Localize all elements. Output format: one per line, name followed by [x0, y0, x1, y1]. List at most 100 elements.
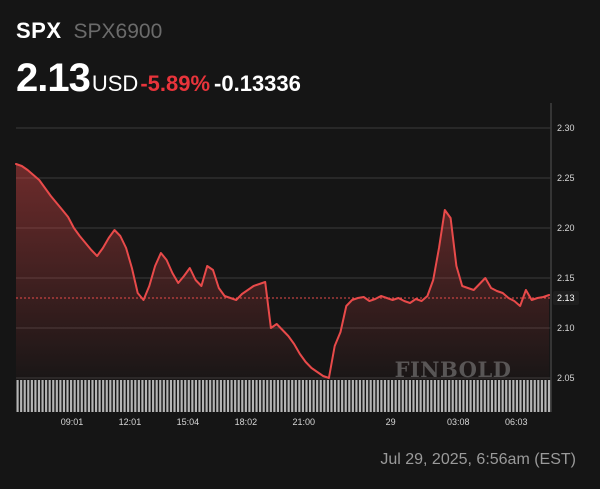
volume-bar — [130, 380, 133, 412]
volume-bar — [276, 380, 280, 412]
volume-bar — [398, 380, 401, 412]
volume-bar — [66, 380, 69, 412]
volume-bar — [109, 380, 112, 412]
volume-bar — [84, 380, 87, 412]
volume-bar — [423, 380, 426, 412]
volume-bar — [287, 380, 290, 412]
volume-bar — [105, 380, 108, 412]
volume-bar — [401, 380, 404, 412]
volume-bar — [226, 380, 230, 412]
volume-bar — [294, 380, 297, 412]
volume-bar — [426, 380, 429, 412]
volume-bar — [530, 380, 533, 412]
volume-bar — [433, 380, 436, 412]
volume-bar — [462, 380, 465, 412]
volume-bar — [494, 380, 497, 412]
volume-bar — [455, 380, 458, 412]
volume-bar — [77, 380, 80, 412]
volume-bar — [148, 380, 151, 412]
volume-bar — [437, 380, 440, 412]
volume-bar — [55, 380, 58, 412]
x-tick-label: 12:01 — [119, 417, 142, 427]
volume-bar — [391, 380, 394, 412]
volume-bar — [280, 380, 283, 412]
volume-bar — [355, 380, 358, 412]
ticker-symbol: SPX — [16, 18, 62, 43]
volume-bar — [483, 380, 486, 412]
volume-bar — [23, 380, 26, 412]
volume-bar — [301, 380, 304, 412]
change-percent: -5.89% — [140, 71, 211, 96]
volume-bar — [159, 380, 162, 412]
volume-bar — [262, 380, 265, 412]
volume-bar — [341, 380, 344, 412]
volume-bar — [544, 380, 547, 412]
current-price-tag: 2.13 — [553, 291, 579, 305]
volume-bar — [430, 380, 433, 412]
current-price: 2.13 — [16, 56, 91, 100]
volume-bar — [177, 380, 180, 412]
watermark-logo: FINBOLD — [395, 357, 512, 382]
volume-bar — [351, 380, 354, 412]
volume-bar — [480, 380, 483, 412]
volume-bar — [119, 380, 123, 412]
volume-bar — [144, 380, 148, 412]
volume-bar — [469, 380, 472, 412]
volume-bar — [123, 380, 126, 412]
volume-bar — [223, 380, 226, 412]
volume-bar — [219, 380, 222, 412]
volume-bar — [141, 380, 144, 412]
volume-bar — [547, 380, 551, 412]
volume-bar — [209, 380, 212, 412]
volume-bar — [266, 380, 269, 412]
volume-bar — [508, 380, 511, 412]
x-tick-label: 21:00 — [293, 417, 316, 427]
volume-bar — [312, 380, 315, 412]
volume-bar — [73, 380, 76, 412]
volume-bar — [259, 380, 262, 412]
volume-bar — [230, 380, 233, 412]
volume-bar — [184, 380, 187, 412]
volume-bar — [134, 380, 137, 412]
volume-bar — [255, 380, 258, 412]
x-tick-label: 18:02 — [235, 417, 258, 427]
volume-bar — [116, 380, 119, 412]
y-tick-label: 2.20 — [557, 223, 575, 233]
volume-bar — [251, 380, 255, 412]
volume-bar — [473, 380, 476, 412]
volume-bar — [137, 380, 140, 412]
price-line — [15, 163, 551, 379]
price-row: 2.13 USD -5.89% -0.13336 — [16, 56, 301, 101]
volume-bar — [205, 380, 208, 412]
volume-bar — [458, 380, 461, 412]
volume-bar — [358, 380, 362, 412]
volume-bar — [87, 380, 90, 412]
y-tick-label: 2.25 — [557, 173, 575, 183]
volume-bar — [34, 380, 37, 412]
volume-bar — [487, 380, 490, 412]
volume-bar — [326, 380, 329, 412]
volume-bar — [16, 380, 19, 412]
volume-bar — [173, 380, 176, 412]
volume-bar — [201, 380, 205, 412]
volume-bar — [91, 380, 94, 412]
volume-bar — [319, 380, 322, 412]
volume-bar — [162, 380, 165, 412]
volume-bar — [405, 380, 408, 412]
volume-bar — [526, 380, 529, 412]
volume-bar — [373, 380, 376, 412]
volume-bar — [387, 380, 390, 412]
volume-bar — [94, 380, 98, 412]
x-tick-label: 03:08 — [447, 417, 470, 427]
volume-bar — [284, 380, 287, 412]
volume-bar — [505, 380, 508, 412]
volume-bar — [490, 380, 494, 412]
volume-bar — [273, 380, 276, 412]
volume-bar — [330, 380, 333, 412]
volume-bar — [333, 380, 337, 412]
volume-bar — [112, 380, 115, 412]
y-tick-label: 2.15 — [557, 273, 575, 283]
volume-bar — [501, 380, 504, 412]
current-price-tag-label: 2.13 — [557, 293, 575, 303]
volume-bar — [337, 380, 340, 412]
